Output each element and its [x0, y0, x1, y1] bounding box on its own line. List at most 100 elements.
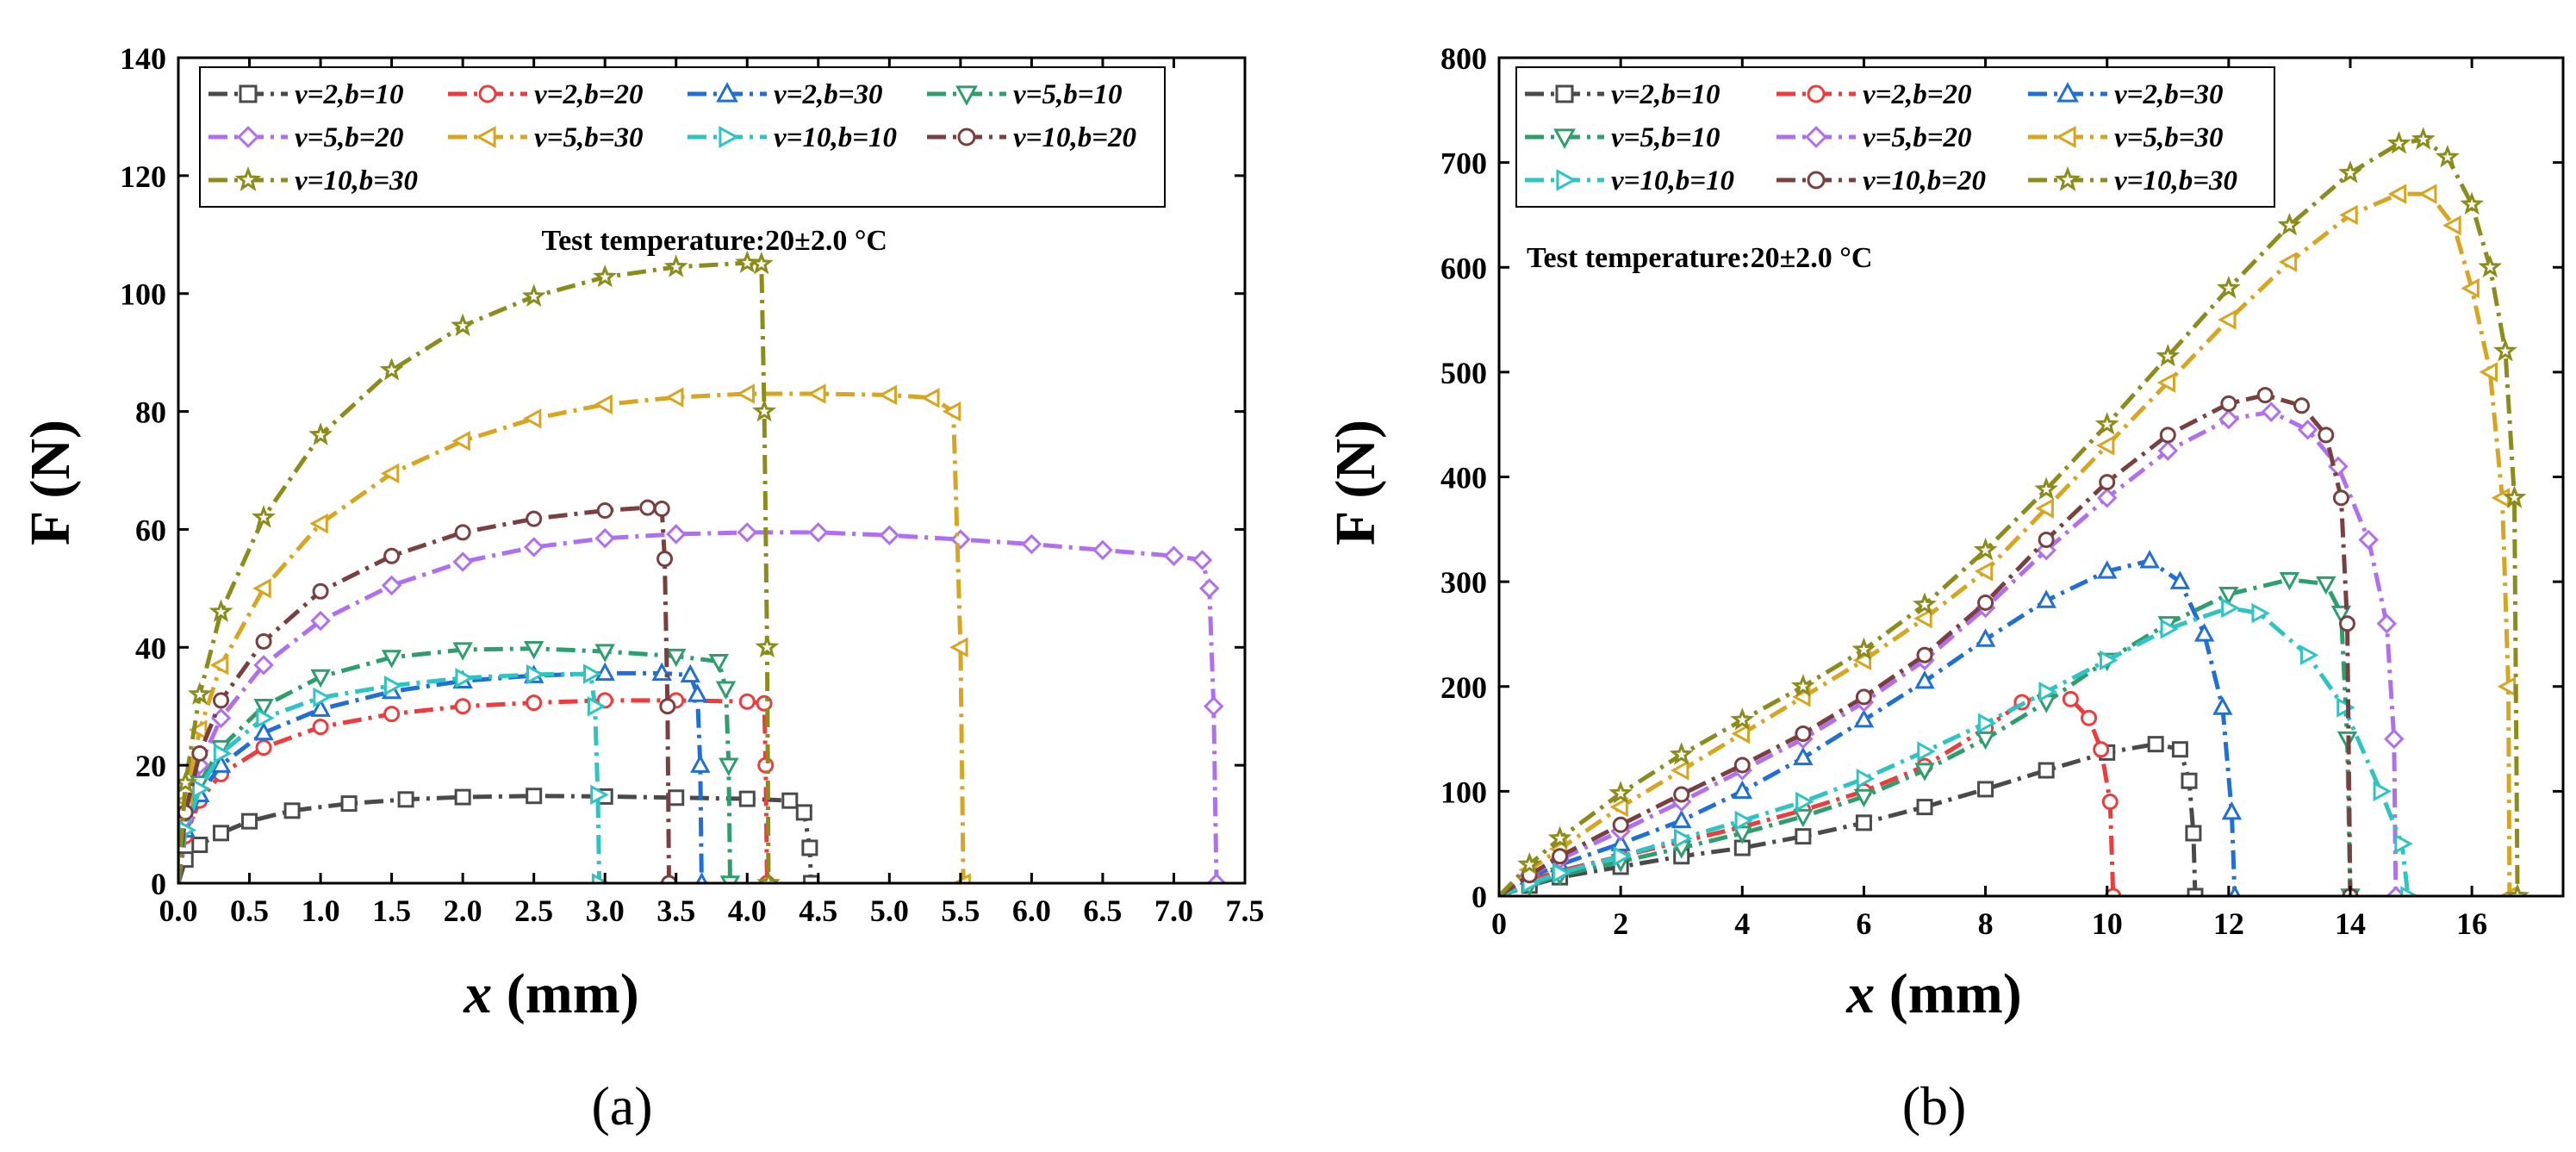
data-point-a-4-19 [1199, 578, 1220, 599]
data-point-a-7-7 [454, 524, 471, 541]
data-point-a-7-9 [596, 502, 613, 520]
series-markers-a-6 [178, 663, 611, 883]
data-point-a-3-6 [381, 650, 402, 669]
data-point-a-1-11 [738, 693, 756, 710]
data-point-b-8-1 [1517, 851, 1542, 875]
data-point-a-8-7 [451, 313, 476, 337]
x-axis-label-b: x (mm) [1845, 962, 2021, 1025]
x-tick-label-a-15: 7.5 [1226, 894, 1265, 928]
y-tick-label-a-6: 120 [120, 159, 166, 194]
data-point-b-0-9 [1977, 781, 1994, 798]
data-point-a-7-2 [191, 744, 208, 762]
data-point-a-4-9 [594, 527, 615, 549]
legend-label-b-0: v=2,b=10 [1611, 79, 1720, 110]
x-axis-var-b: x [1845, 962, 1875, 1025]
data-point-a-7-6 [383, 547, 401, 564]
data-point-a-8-4 [252, 504, 276, 528]
data-point-b-2-3 [1610, 832, 1631, 851]
x-axis-unit-a: (mm) [492, 962, 638, 1025]
data-point-a-1-6 [383, 706, 401, 723]
series-line-a-7 [178, 505, 671, 883]
data-point-a-4-20 [1203, 695, 1224, 717]
x-tick-label-b-1: 2 [1613, 906, 1628, 941]
data-point-b-5-13 [2218, 309, 2237, 330]
legend-a: v=2,b=10 v=2,b=20 v=2,b=30 v=5,b=10 v=5,b=20… [199, 66, 1166, 208]
data-point-a-1-8 [526, 694, 543, 712]
data-point-a-8-6 [379, 358, 404, 381]
data-point-b-5-15 [2339, 204, 2358, 226]
data-point-b-6-9 [1977, 713, 1997, 734]
series-line-b-8 [1499, 137, 2520, 896]
data-point-b-7-13 [2220, 395, 2237, 412]
data-point-a-4-4 [253, 655, 274, 676]
data-point-a-3-5 [310, 669, 331, 688]
data-point-b-8-15 [2338, 160, 2362, 184]
legend-item-b-0: v=2,b=10 [1525, 79, 1720, 110]
data-point-b-7-9 [1977, 594, 1994, 611]
legend-marker-a-8 [234, 166, 262, 191]
data-point-a-2-4 [253, 721, 274, 741]
legend-item-b-5: v=5,b=30 [2028, 122, 2224, 153]
data-point-b-7-10 [2038, 531, 2055, 548]
legend-item-a-4: v=5,b=20 [208, 122, 404, 153]
panel-label-a: (a) [591, 1075, 652, 1136]
x-tick-label-a-3: 1.5 [372, 894, 411, 928]
data-point-b-3-9 [1975, 731, 1996, 750]
data-point-b-3-16 [2330, 605, 2352, 625]
data-point-a-2-11 [680, 663, 700, 683]
data-point-b-0-13 [2171, 741, 2188, 758]
x-tick-label-b-2: 4 [1734, 906, 1750, 941]
data-point-b-3-6 [1793, 808, 1814, 828]
data-point-b-4-13 [2218, 408, 2239, 430]
x-tick-label-a-10: 5.0 [870, 894, 909, 928]
data-point-b-3-13 [2218, 587, 2239, 606]
x-tick-label-b-8: 16 [2456, 906, 2487, 941]
data-point-a-8-14 [755, 634, 780, 658]
x-axis-label-a: x (mm) [463, 962, 638, 1025]
data-point-a-0-6 [340, 795, 358, 813]
data-point-a-4-21 [1206, 873, 1227, 883]
data-point-a-0-7 [397, 791, 414, 808]
data-point-a-5-9 [594, 394, 613, 415]
legend-item-b-7: v=10,b=20 [1776, 165, 1986, 196]
data-point-b-6-19 [2400, 886, 2419, 896]
data-point-b-7-2 [1552, 848, 1569, 865]
legend-marker-b-7 [1807, 171, 1826, 190]
data-point-b-6-6 [1795, 791, 1814, 813]
data-point-a-7-12 [656, 551, 674, 568]
legend-item-a-7: v=10,b=20 [927, 122, 1136, 153]
data-point-a-8-13 [752, 398, 777, 422]
legend-item-b-2: v=2,b=30 [2028, 79, 2224, 110]
data-point-a-3-4 [253, 699, 274, 718]
data-point-b-7-15 [2293, 397, 2311, 414]
data-point-b-7-6 [1795, 725, 1812, 742]
data-point-b-6-11 [2100, 650, 2119, 671]
panel-label-b: (b) [1902, 1075, 1967, 1136]
series-line-b-0 [1499, 742, 2198, 896]
data-point-b-1-14 [2093, 741, 2110, 758]
x-tick-label-a-13: 6.5 [1083, 894, 1122, 928]
data-point-b-5-12 [2156, 372, 2175, 393]
x-tick-label-a-5: 2.5 [514, 894, 553, 928]
data-point-a-8-2 [187, 682, 212, 705]
x-tick-label-b-6: 12 [2213, 906, 2244, 941]
data-point-b-0-12 [2147, 736, 2164, 753]
x-axis-var-a: x [463, 962, 492, 1025]
data-point-b-5-17 [2418, 184, 2437, 204]
data-point-b-7-14 [2256, 387, 2274, 404]
legend-marker-b-4 [1805, 126, 1827, 148]
data-point-a-6-11 [590, 784, 609, 806]
data-point-b-6-5 [1734, 810, 1754, 831]
data-point-a-4-7 [452, 551, 473, 572]
y-axis-label-a: F (N) [19, 420, 82, 545]
data-point-a-0-2 [191, 837, 208, 854]
series-line-a-8 [178, 260, 771, 883]
legend-item-a-0: v=2,b=10 [208, 79, 404, 110]
data-point-b-3-5 [1732, 825, 1753, 844]
data-point-a-1-4 [255, 739, 272, 757]
data-point-a-3-13 [719, 757, 739, 776]
data-point-b-7-8 [1916, 646, 1933, 663]
legend-item-a-3: v=5,b=10 [927, 79, 1123, 110]
data-point-b-7-3 [1612, 816, 1629, 833]
legend-marker-b-1 [1807, 84, 1826, 103]
